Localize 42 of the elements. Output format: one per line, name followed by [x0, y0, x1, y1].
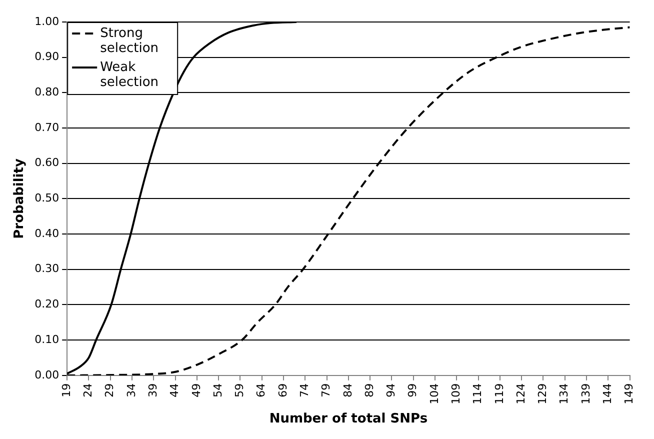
- x-tick-label: 109: [450, 383, 463, 404]
- y-tick-label: 0.40: [34, 226, 60, 240]
- y-tick-label: 0.30: [34, 262, 60, 276]
- x-tick-label: 124: [514, 383, 528, 404]
- y-tick-label: 1.00: [34, 14, 60, 28]
- y-tick-label: 0.80: [34, 86, 60, 99]
- y-tick-label: 0.70: [34, 120, 60, 134]
- legend-label: Strong selection: [100, 26, 159, 56]
- x-tick-label: 44: [168, 383, 182, 398]
- x-tick-label: 89: [362, 383, 376, 398]
- y-tick-label: 0.10: [34, 332, 60, 346]
- x-tick-label: 99: [406, 383, 420, 398]
- x-tick-label: 149: [622, 383, 636, 404]
- x-tick-label: 104: [428, 383, 441, 404]
- legend-label: Weak selection: [100, 60, 159, 90]
- x-tick-label: 84: [341, 383, 354, 398]
- y-axis-title: Probability: [12, 158, 28, 239]
- y-tick-label: 0.90: [34, 50, 60, 64]
- x-tick-label: 34: [124, 383, 138, 398]
- y-tick-label: 0.00: [34, 368, 60, 382]
- x-tick-label: 139: [579, 383, 592, 404]
- x-tick-label: 79: [320, 383, 333, 398]
- y-tick-label: 0.20: [34, 298, 60, 311]
- x-tick-label: 49: [190, 383, 203, 398]
- x-tick-label: 29: [103, 383, 116, 398]
- x-tick-label: 69: [276, 383, 290, 398]
- y-tick-label: 0.50: [34, 192, 60, 205]
- x-tick-label: 144: [601, 383, 614, 404]
- x-tick-label: 19: [60, 383, 73, 398]
- x-axis-title: Number of total SNPs: [269, 412, 428, 427]
- x-tick-label: 59: [233, 383, 246, 398]
- x-tick-label: 54: [211, 383, 224, 398]
- x-tick-label: 64: [254, 383, 268, 398]
- y-tick-label: 0.60: [34, 156, 60, 170]
- x-tick-label: 129: [536, 383, 550, 404]
- x-tick-label: 74: [298, 383, 312, 398]
- x-tick-label: 119: [492, 383, 506, 404]
- x-tick-label: 134: [558, 383, 571, 404]
- x-tick-label: 94: [384, 383, 398, 398]
- x-tick-label: 114: [471, 383, 484, 404]
- x-tick-label: 24: [82, 383, 95, 398]
- x-tick-label: 39: [146, 383, 160, 398]
